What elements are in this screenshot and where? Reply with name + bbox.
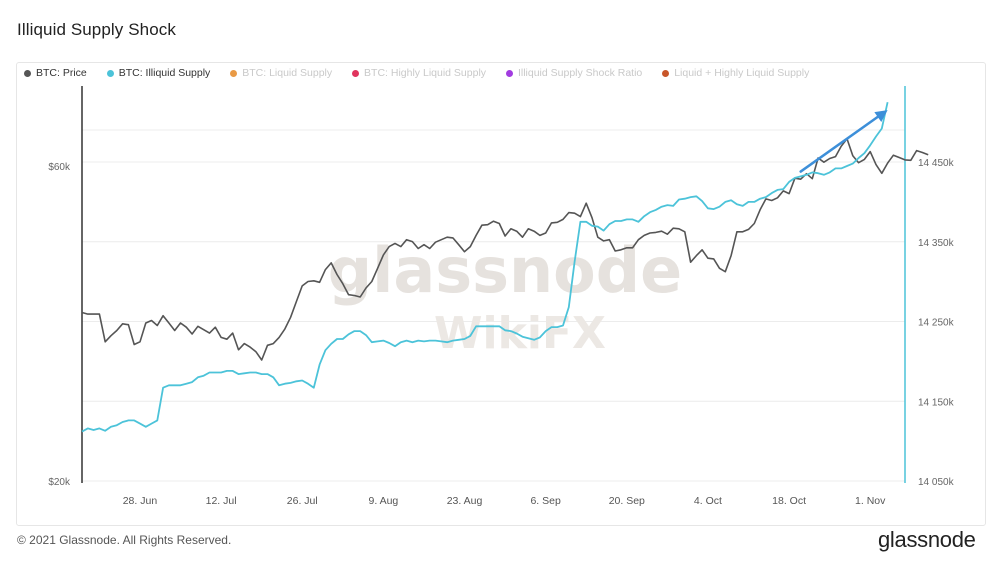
legend-dot-icon bbox=[230, 69, 238, 77]
watermark-wikifx: WikiFX bbox=[434, 308, 606, 359]
x-axis-tick-label: 18. Oct bbox=[772, 495, 806, 507]
x-axis-tick-label: 4. Oct bbox=[694, 495, 722, 507]
annotation-arrow-shaft bbox=[799, 112, 883, 173]
brand-logo[interactable]: glassnode bbox=[878, 527, 976, 552]
y-axis-right-tick-label: 14 250k bbox=[918, 318, 955, 329]
y-axis-left-tick-label: $60k bbox=[48, 162, 71, 173]
chart-legend: BTC: Price BTC: Illiquid Supply BTC: Liq… bbox=[24, 67, 826, 80]
legend-dot-icon bbox=[662, 69, 670, 77]
y-axis-right-tick-label: 14 150k bbox=[918, 397, 955, 408]
page-title: Illiquid Supply Shock bbox=[17, 20, 176, 39]
legend-dot-icon bbox=[24, 69, 31, 77]
legend-item-shock-ratio[interactable]: Illiquid Supply Shock Ratio bbox=[505, 67, 642, 79]
x-axis-tick-label: 28. Jun bbox=[123, 495, 158, 507]
legend-item-illiquid-supply[interactable]: BTC: Illiquid Supply bbox=[106, 67, 210, 79]
x-axis-tick-label: 1. Nov bbox=[855, 495, 886, 507]
watermark-glassnode: glassnode bbox=[328, 234, 682, 307]
x-axis-tick-label: 12. Jul bbox=[206, 495, 237, 507]
y-axis-right-tick-label: 14 450k bbox=[918, 158, 955, 169]
y-axis-right-tick-label: 14 050k bbox=[918, 477, 955, 488]
chart-frame bbox=[16, 62, 986, 526]
legend-item-liquid-supply[interactable]: BTC: Liquid Supply bbox=[230, 67, 332, 79]
legend-dot-icon bbox=[106, 69, 114, 77]
legend-item-liquid-plus-highly-liquid[interactable]: Liquid + Highly Liquid Supply bbox=[662, 67, 809, 79]
x-axis-tick-label: 6. Sep bbox=[530, 495, 561, 507]
x-axis-tick-label: 23. Aug bbox=[447, 495, 483, 507]
legend-item-price[interactable]: BTC: Price bbox=[24, 67, 87, 79]
legend-dot-icon bbox=[505, 69, 513, 77]
series-line-illiquid-supply bbox=[81, 102, 889, 433]
x-axis-tick-label: 26. Jul bbox=[287, 495, 318, 507]
legend-item-highly-liquid-supply[interactable]: BTC: Highly Liquid Supply bbox=[352, 67, 486, 79]
y-axis-left-tick-label: $20k bbox=[48, 477, 71, 488]
x-axis-tick-label: 20. Sep bbox=[609, 495, 645, 507]
copyright-text: © 2021 Glassnode. All Rights Reserved. bbox=[17, 533, 232, 547]
legend-dot-icon bbox=[352, 69, 360, 77]
series-line-btc-price bbox=[81, 137, 929, 361]
annotation-arrow-head-icon bbox=[874, 110, 888, 122]
y-axis-right-tick-label: 14 350k bbox=[918, 238, 955, 249]
x-axis-tick-label: 9. Aug bbox=[368, 495, 398, 507]
